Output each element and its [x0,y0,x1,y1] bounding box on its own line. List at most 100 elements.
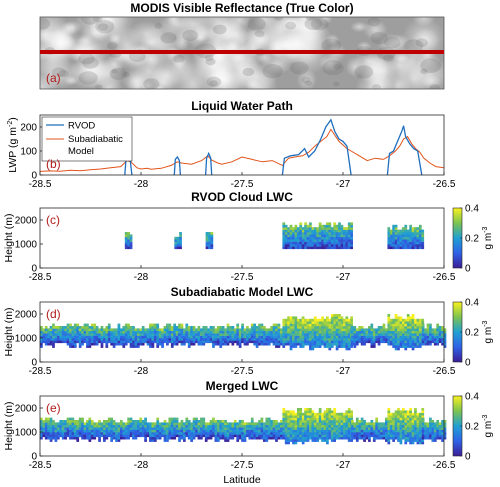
lwc-cell [219,429,223,433]
lwc-cell [136,429,140,433]
lwc-cell [335,239,339,242]
lwc-cell [98,424,101,428]
lwc-cell [335,227,339,230]
lwc-cell [343,227,346,230]
lwc-cell [42,335,46,339]
lwc-cell [323,229,327,233]
lwc-cell [338,417,341,421]
lwc-cell [272,342,276,346]
lwc-cell [93,340,97,344]
lwc-cell [119,432,123,435]
lwc-cell [192,436,196,440]
lwc-cell [292,244,295,247]
lwc-cell [100,422,104,426]
lwc-cell [161,427,164,430]
lwc-cell [127,436,130,440]
lwc-cell [263,333,266,336]
lwc-cell [429,434,432,438]
lwc-cell [204,436,208,440]
lwc-cell [401,330,405,334]
lwc-cell [326,439,329,442]
lwc-cell [321,415,324,418]
lwc-cell [136,432,140,435]
lwc-cell [207,338,210,341]
lwc-cell [394,232,398,235]
lwc-cell [185,338,189,341]
shadow-texture-patch [204,54,214,61]
lwc-cell [207,424,210,428]
lwc-cell [183,342,186,346]
lwc-cell [105,333,109,336]
lwc-cell [313,330,317,334]
lwc-cell [330,439,334,442]
lwc-cell [350,323,353,327]
lwc-cell [345,239,349,242]
lwc-cell [44,342,48,346]
lwc-cell [226,333,230,336]
lwc-cell [132,333,135,336]
lwc-cell [316,236,320,240]
lwc-cell [424,330,427,334]
lwc-cell [161,429,164,433]
lwc-cell [306,318,310,322]
lwc-cell [426,326,430,329]
lwc-cell [129,424,133,428]
lwc-cell [212,328,215,332]
lwc-cell [270,422,273,426]
lwc-cell [127,335,130,339]
panel-c-title: RVOD Cloud LWC [191,190,293,204]
lwc-cell [411,347,415,351]
lwc-cell [394,345,398,348]
lwc-cell [197,338,201,341]
lwc-cell [401,342,405,346]
lwc-cell [149,422,152,426]
lwc-cell [174,244,178,247]
lwc-cell [370,345,374,348]
lwc-cell [44,424,48,428]
lwc-cell [335,427,339,430]
lwc-cell [289,436,293,440]
lwc-cell [375,328,379,332]
lwc-cell [117,338,121,341]
lwc-cell [267,340,271,344]
lwc-cell [418,241,422,245]
lwc-cell [389,422,393,426]
lwc-cell [382,436,386,440]
lwc-cell [209,427,213,430]
panel-label: (e) [46,401,61,415]
lwc-cell [368,434,371,438]
shadow-texture-patch [97,23,109,31]
lwc-cell [61,335,65,339]
lwc-cell [197,432,201,435]
lwc-cell [170,326,174,329]
lwc-cell [216,432,220,435]
lwc-cell [368,326,371,329]
lwc-cell [279,328,283,332]
lwc-cell [296,321,300,324]
lwc-cell [93,330,97,334]
lwc-cell [127,429,130,433]
lwc-cell [343,340,346,344]
lwc-cell [292,432,295,435]
lwc-cell [151,434,155,438]
lwc-cell [401,232,405,235]
lwc-cell [301,318,305,322]
lwc-cell [292,441,295,445]
lwc-cell [219,434,223,438]
lwc-cell [241,323,244,327]
lwc-cell [333,330,337,334]
lwc-cell [267,328,271,332]
lwc-cell [61,427,65,430]
lwc-cell [368,427,371,430]
lwc-cell [265,422,269,426]
lwc-cell [313,417,317,421]
lwc-cell [192,338,196,341]
lwc-cell [321,321,324,324]
lwc-cell [289,345,293,348]
lwc-cell [326,338,329,341]
lwc-cell [347,244,351,247]
lwc-cell [71,333,75,336]
lwc-cell [333,436,337,440]
lwc-cell [117,330,121,334]
lwc-cell [421,422,425,426]
